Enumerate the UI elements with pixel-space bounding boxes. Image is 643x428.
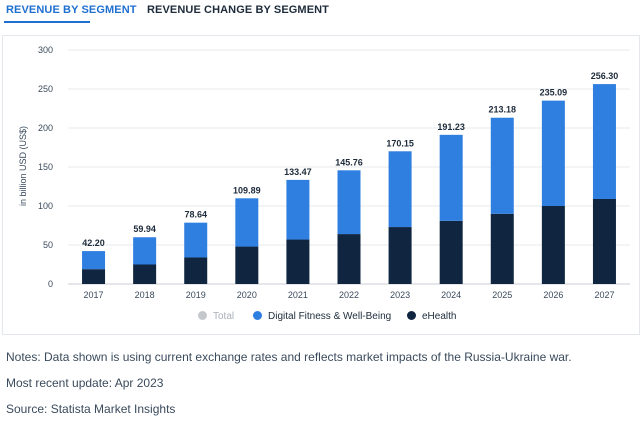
total-label-2020: 109.89 [233, 185, 261, 195]
chart-legend: Total Digital Fitness & Well-Being eHeal… [0, 311, 643, 329]
total-label-2023: 170.15 [386, 138, 414, 148]
bar-digital-fitness-well-being-2027[interactable] [592, 84, 616, 199]
x-tick-label: 2018 [135, 290, 155, 300]
total-label-2019: 78.64 [184, 210, 207, 220]
total-label-2026: 235.09 [540, 88, 568, 98]
bar-ehealth-2022[interactable] [337, 234, 361, 284]
total-label-2022: 145.76 [335, 157, 363, 167]
y-tick-label: 50 [43, 240, 53, 250]
active-tab-indicator [4, 21, 90, 23]
legend-dot-total [198, 311, 207, 320]
bar-digital-fitness-well-being-2020[interactable] [235, 198, 259, 247]
bar-ehealth-2019[interactable] [184, 257, 208, 284]
bar-digital-fitness-well-being-2025[interactable] [490, 117, 514, 214]
chart-card [2, 35, 640, 335]
legend-label-total: Total [213, 311, 235, 322]
bar-ehealth-2017[interactable] [82, 269, 106, 284]
bar-digital-fitness-well-being-2022[interactable] [337, 170, 361, 235]
notes-text: Notes: Data shown is using current excha… [6, 350, 572, 364]
tab-revenue-change-by-segment[interactable]: REVENUE CHANGE BY SEGMENT [147, 4, 329, 16]
total-label-2018: 59.94 [133, 224, 156, 234]
bar-digital-fitness-well-being-2019[interactable] [184, 222, 208, 258]
legend-item-digital-fitness[interactable]: Digital Fitness & Well-Being [253, 311, 391, 322]
legend-dot-digital-fitness [253, 311, 262, 320]
bar-digital-fitness-well-being-2026[interactable] [541, 100, 565, 206]
total-label-2024: 191.23 [437, 122, 465, 132]
bar-ehealth-2023[interactable] [388, 227, 412, 284]
bar-digital-fitness-well-being-2023[interactable] [388, 151, 412, 228]
legend-item-total[interactable]: Total [198, 311, 234, 322]
y-tick-label: 200 [38, 123, 53, 133]
stacked-bar-chart: 0 50 100 150 200 250 300 42.20 59.94 78.64 109.89… [18, 45, 630, 300]
x-tick-label: 2027 [594, 290, 614, 300]
y-tick-label: 300 [38, 45, 53, 55]
total-label-2025: 213.18 [489, 105, 517, 115]
total-label-2027: 256.30 [591, 71, 619, 81]
bar-ehealth-2020[interactable] [235, 246, 259, 284]
tab-revenue-by-segment[interactable]: REVENUE BY SEGMENT [6, 4, 137, 16]
y-tick-label: 100 [38, 201, 53, 211]
bar-digital-fitness-well-being-2018[interactable] [133, 237, 157, 265]
x-tick-label: 2022 [339, 290, 359, 300]
legend-item-ehealth[interactable]: eHealth [407, 311, 456, 322]
y-tick-label: 150 [38, 162, 53, 172]
x-tick-label: 2021 [288, 290, 308, 300]
legend-label-digital-fitness: Digital Fitness & Well-Being [268, 311, 392, 322]
x-axis-ticks: 2017 2018 2019 2020 2021 2022 2023 2024 2025 2026… [84, 290, 615, 300]
x-tick-label: 2017 [84, 290, 104, 300]
total-labels: 42.20 59.94 78.64 109.89 133.47 145.76 170.15 1… [82, 71, 618, 248]
total-label-2021: 133.47 [284, 167, 312, 177]
segment-tabs: REVENUE BY SEGMENT REVENUE CHANGE BY SEG… [0, 0, 643, 24]
bar-ehealth-2027[interactable] [592, 198, 616, 284]
x-tick-label: 2025 [492, 290, 512, 300]
bar-ehealth-2025[interactable] [490, 213, 514, 284]
legend-dot-ehealth [407, 311, 416, 320]
bar-ehealth-2024[interactable] [439, 220, 463, 284]
bar-ehealth-2018[interactable] [133, 264, 157, 285]
bar-digital-fitness-well-being-2017[interactable] [82, 251, 106, 270]
y-tick-label: 250 [38, 84, 53, 94]
legend-label-ehealth: eHealth [422, 311, 457, 322]
x-tick-label: 2026 [543, 290, 563, 300]
y-axis-ticks: 0 50 100 150 200 250 300 [38, 45, 53, 289]
x-tick-label: 2020 [237, 290, 257, 300]
update-text: Most recent update: Apr 2023 [6, 376, 164, 390]
bar-ehealth-2026[interactable] [541, 206, 565, 284]
source-text: Source: Statista Market Insights [6, 402, 176, 416]
total-label-2017: 42.20 [82, 238, 105, 248]
x-tick-label: 2019 [186, 290, 206, 300]
bar-digital-fitness-well-being-2024[interactable] [439, 134, 463, 221]
y-tick-label: 0 [48, 279, 53, 289]
bars [82, 84, 616, 284]
bar-digital-fitness-well-being-2021[interactable] [286, 179, 310, 240]
x-tick-label: 2024 [441, 290, 461, 300]
bar-ehealth-2021[interactable] [286, 239, 310, 284]
y-axis-label: in billion USD (US$) [18, 126, 28, 206]
chart-notes: Notes: Data shown is using current excha… [6, 350, 572, 428]
x-tick-label: 2023 [390, 290, 410, 300]
